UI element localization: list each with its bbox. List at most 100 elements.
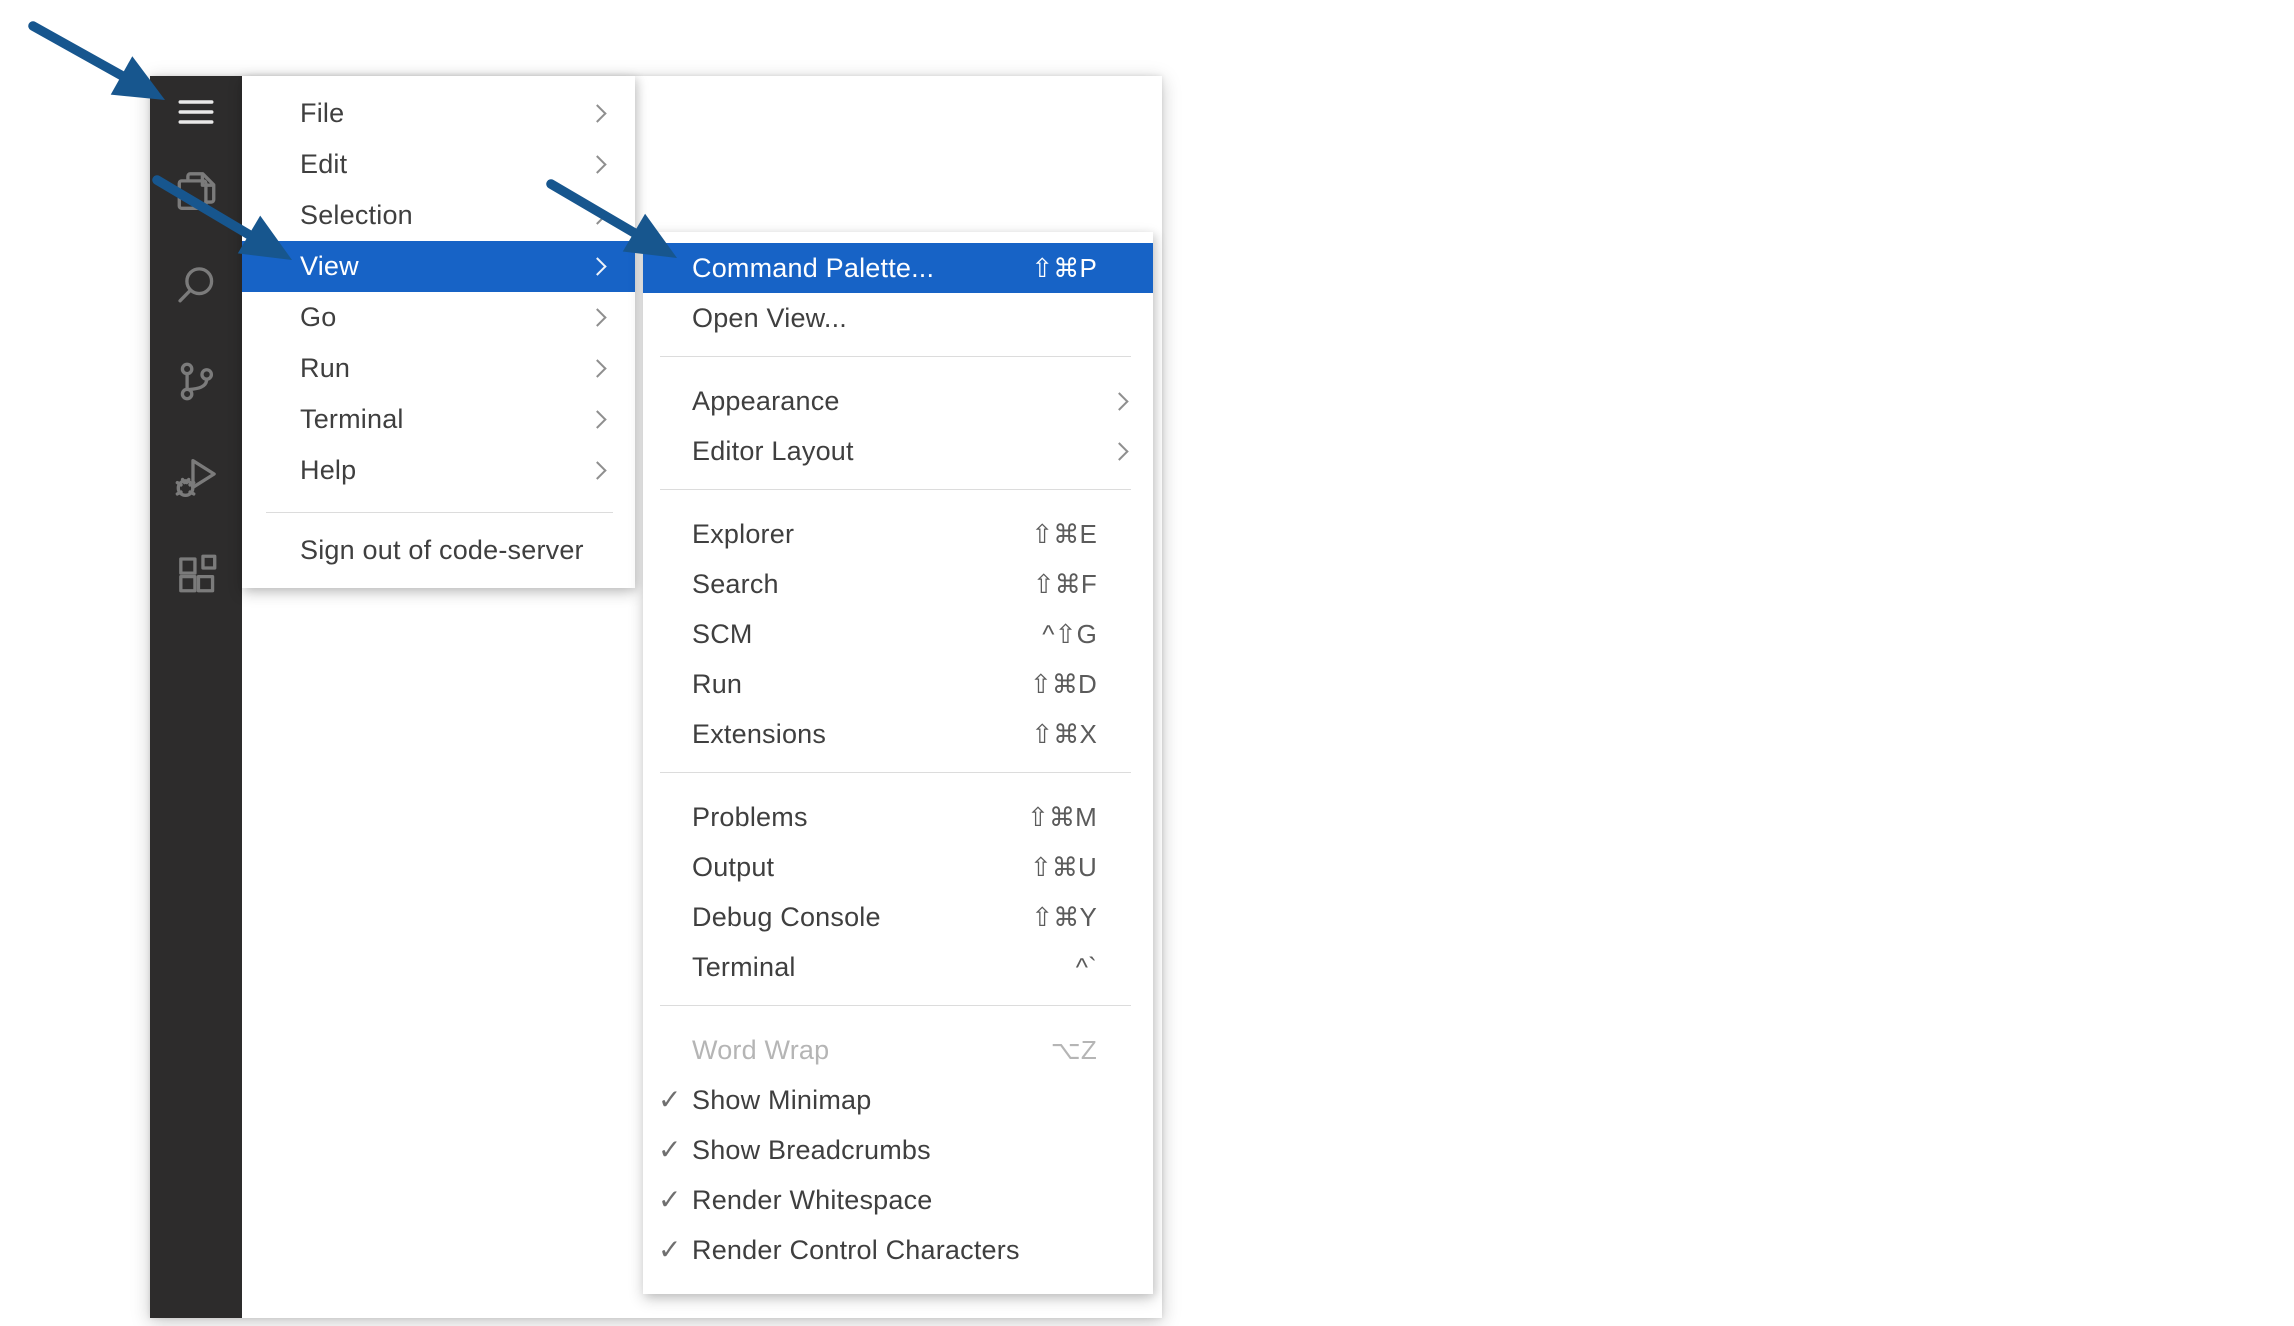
menu-separator [660,772,1131,773]
file-menu-item[interactable]: File [242,88,635,139]
chevron-right-icon [1110,391,1129,411]
menu-item-label: Extensions [692,718,827,749]
explorer-menu-item[interactable]: Explorer ⇧⌘E [643,509,1153,559]
chevron-right-icon [588,410,607,429]
menu-item-label: Terminal [692,951,796,982]
menu-item-shortcut: ⇧⌘X [1031,718,1097,749]
menu-item-shortcut: ⇧⌘D [1029,668,1097,699]
menu-item-shortcut: ⇧⌘M [1026,801,1097,832]
check-icon: ✓ [658,1184,682,1215]
chevron-right-icon [588,308,607,327]
arrow-to-menu-button [28,21,165,100]
source-control-button[interactable] [170,355,222,407]
run-menu-item[interactable]: Run ⇧⌘D [643,659,1153,709]
check-icon: ✓ [658,1134,682,1165]
show-breadcrumbs-menu-item[interactable]: ✓ Show Breadcrumbs [643,1125,1153,1175]
menu-item-label: Selection [300,200,413,230]
menu-item-label: Render Whitespace [692,1184,933,1215]
menu-item-label: Editor Layout [692,435,854,466]
chevron-right-icon [588,257,607,276]
menu-item-label: Command Palette... [692,252,935,283]
chevron-right-icon [588,206,607,225]
scm-menu-item[interactable]: SCM ^⇧G [643,609,1153,659]
run-menu-item[interactable]: Run [242,343,635,394]
menu-item-label: Run [692,668,743,699]
go-menu-item[interactable]: Go [242,292,635,343]
problems-menu-item[interactable]: Problems ⇧⌘M [643,792,1153,842]
sign-out-of-code-server-menu-item[interactable]: Sign out of code-server [242,525,635,576]
debug-console-menu-item[interactable]: Debug Console ⇧⌘Y [643,892,1153,942]
run-debug-icon [175,458,216,497]
code-server-window: File Edit Selection View Go Run Terminal Help Si… [150,76,1162,1318]
extensions-button[interactable] [170,547,222,599]
extensions-menu-item[interactable]: Extensions ⇧⌘X [643,709,1153,759]
menu-item-label: Open View... [692,302,848,333]
menu-icon [178,100,214,124]
menu-item-label: Sign out of code-server [300,535,584,565]
explorer-icon [177,171,215,210]
appearance-menu-item[interactable]: Appearance [643,376,1153,426]
menu-item-label: Render Control Characters [692,1234,1020,1265]
menu-item-shortcut: ⌥Z [1050,1034,1097,1065]
view-submenu-dropdown: Command Palette... ⇧⌘P Open View... Appeara… [643,232,1153,1294]
menu-item-label: Word Wrap [692,1034,830,1065]
menu-item-label: Help [300,455,357,485]
edit-menu-item[interactable]: Edit [242,139,635,190]
selection-menu-item[interactable]: Selection [242,190,635,241]
source-control-icon [180,362,213,400]
chevron-right-icon [1110,441,1129,461]
command-palette-menu-item[interactable]: Command Palette... ⇧⌘P [643,243,1153,293]
chevron-right-icon [588,104,607,123]
show-minimap-menu-item[interactable]: ✓ Show Minimap [643,1075,1153,1125]
menu-item-label: Run [300,353,351,383]
menu-item-label: Go [300,302,337,332]
menu-item-label: File [300,98,345,128]
menu-item-shortcut: ⇧⌘F [1032,568,1097,599]
chevron-right-icon [588,461,607,480]
extensions-icon [178,554,216,592]
menu-separator [660,1005,1131,1006]
menu-item-label: Show Minimap [692,1084,872,1115]
menu-item-label: View [300,251,359,281]
open-view-menu-item[interactable]: Open View... [643,293,1153,343]
explorer-button[interactable] [170,163,222,215]
search-menu-item[interactable]: Search ⇧⌘F [643,559,1153,609]
output-menu-item[interactable]: Output ⇧⌘U [643,842,1153,892]
menu-button[interactable] [170,86,222,138]
run-debug-button[interactable] [170,451,222,503]
terminal-menu-item[interactable]: Terminal ^` [643,942,1153,992]
menu-item-shortcut: ^⇧G [1042,618,1097,649]
menu-item-shortcut: ⇧⌘U [1029,851,1097,882]
menu-separator [660,356,1131,357]
view-menu-item[interactable]: View [242,241,635,292]
menu-item-label: Appearance [692,385,840,416]
menu-item-shortcut: ⇧⌘P [1031,252,1097,283]
menu-item-label: Debug Console [692,901,881,932]
search-button[interactable] [170,259,222,311]
check-icon: ✓ [658,1084,682,1115]
terminal-menu-item[interactable]: Terminal [242,394,635,445]
menu-item-label: Output [692,851,775,882]
render-control-characters-menu-item[interactable]: ✓ Render Control Characters [643,1225,1153,1275]
menu-item-label: SCM [692,618,753,649]
editor-layout-menu-item[interactable]: Editor Layout [643,426,1153,476]
menu-item-shortcut: ⇧⌘Y [1031,901,1097,932]
menu-item-label: Explorer [692,518,795,549]
search-icon [177,266,213,302]
menu-item-shortcut: ⇧⌘E [1031,518,1097,549]
menu-item-label: Show Breadcrumbs [692,1134,931,1165]
chevron-right-icon [588,155,607,174]
help-menu-item[interactable]: Help [242,445,635,496]
menu-separator [266,512,613,513]
main-menu-dropdown: File Edit Selection View Go Run Terminal Help Si… [242,76,635,588]
menu-item-shortcut: ^` [1075,951,1097,982]
render-whitespace-menu-item[interactable]: ✓ Render Whitespace [643,1175,1153,1225]
menu-item-label: Edit [300,149,348,179]
menu-item-label: Problems [692,801,808,832]
menu-item-label: Terminal [300,404,404,434]
word-wrap-menu-item: Word Wrap ⌥Z [643,1025,1153,1075]
menu-item-label: Search [692,568,779,599]
check-icon: ✓ [658,1234,682,1265]
chevron-right-icon [588,359,607,378]
